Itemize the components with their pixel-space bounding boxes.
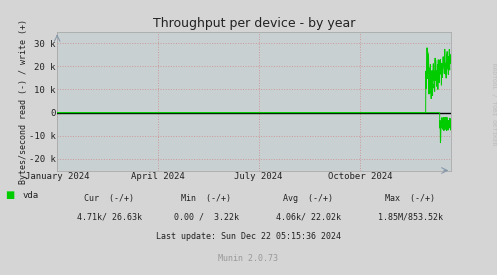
Title: Throughput per device - by year: Throughput per device - by year <box>153 17 355 31</box>
Text: 1.85M/853.52k: 1.85M/853.52k <box>378 213 442 222</box>
Y-axis label: Bytes/second read (-) / write (+): Bytes/second read (-) / write (+) <box>18 19 27 184</box>
Text: Avg  (-/+): Avg (-/+) <box>283 194 333 203</box>
Text: ■: ■ <box>5 190 14 200</box>
Text: Max  (-/+): Max (-/+) <box>385 194 435 203</box>
Text: 4.71k/ 26.63k: 4.71k/ 26.63k <box>77 213 142 222</box>
Text: Last update: Sun Dec 22 05:15:36 2024: Last update: Sun Dec 22 05:15:36 2024 <box>156 232 341 241</box>
Text: Munin 2.0.73: Munin 2.0.73 <box>219 254 278 263</box>
Text: Min  (-/+): Min (-/+) <box>181 194 231 203</box>
Text: Cur  (-/+): Cur (-/+) <box>84 194 134 203</box>
Text: 4.06k/ 22.02k: 4.06k/ 22.02k <box>276 213 340 222</box>
Text: 0.00 /  3.22k: 0.00 / 3.22k <box>174 213 239 222</box>
Text: RRDTOOL / TOBI OETIKER: RRDTOOL / TOBI OETIKER <box>491 63 496 146</box>
Text: vda: vda <box>22 191 38 200</box>
